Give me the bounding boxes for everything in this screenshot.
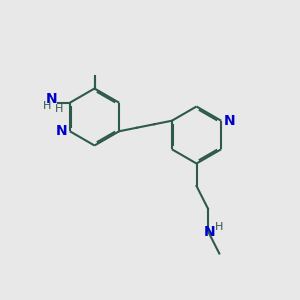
Text: N: N (224, 114, 236, 128)
Text: N: N (46, 92, 58, 106)
Text: N: N (56, 124, 67, 138)
Text: H: H (43, 101, 51, 111)
Text: H: H (55, 104, 63, 114)
Text: N: N (204, 225, 215, 238)
Text: H: H (215, 221, 224, 232)
